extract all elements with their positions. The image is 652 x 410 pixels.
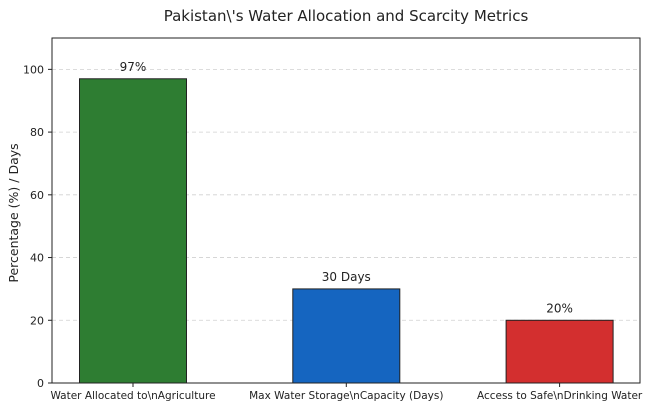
- y-tick-label: 40: [30, 252, 44, 265]
- y-tick-label: 80: [30, 126, 44, 139]
- y-tick-label: 20: [30, 314, 44, 327]
- x-tick-label: Max Water Storage\nCapacity (Days): [249, 390, 443, 402]
- bar-data-label: 20%: [546, 301, 573, 315]
- x-tick-label: Water Allocated to\nAgriculture: [50, 390, 215, 402]
- x-tick-label: Access to Safe\nDrinking Water: [477, 390, 643, 402]
- bar: [292, 288, 401, 384]
- x-axis-ticks: Water Allocated to\nAgriculture Max Water…: [50, 383, 643, 402]
- bars: [79, 78, 614, 384]
- y-tick-label: 60: [30, 189, 44, 202]
- y-axis-title: Percentage (%) / Days: [6, 143, 21, 282]
- y-tick-label: 100: [23, 63, 44, 76]
- bar-data-label: 30 Days: [322, 270, 371, 284]
- y-axis-ticks: 0 20 40 60 80 100: [23, 63, 52, 390]
- chart-title: Pakistan\'s Water Allocation and Scarcit…: [164, 7, 529, 25]
- bar: [505, 319, 614, 384]
- y-tick-label: 0: [37, 377, 44, 390]
- bar: [79, 78, 187, 384]
- bar-data-label: 97%: [120, 60, 147, 74]
- data-labels: 97% 30 Days 20%: [120, 60, 573, 316]
